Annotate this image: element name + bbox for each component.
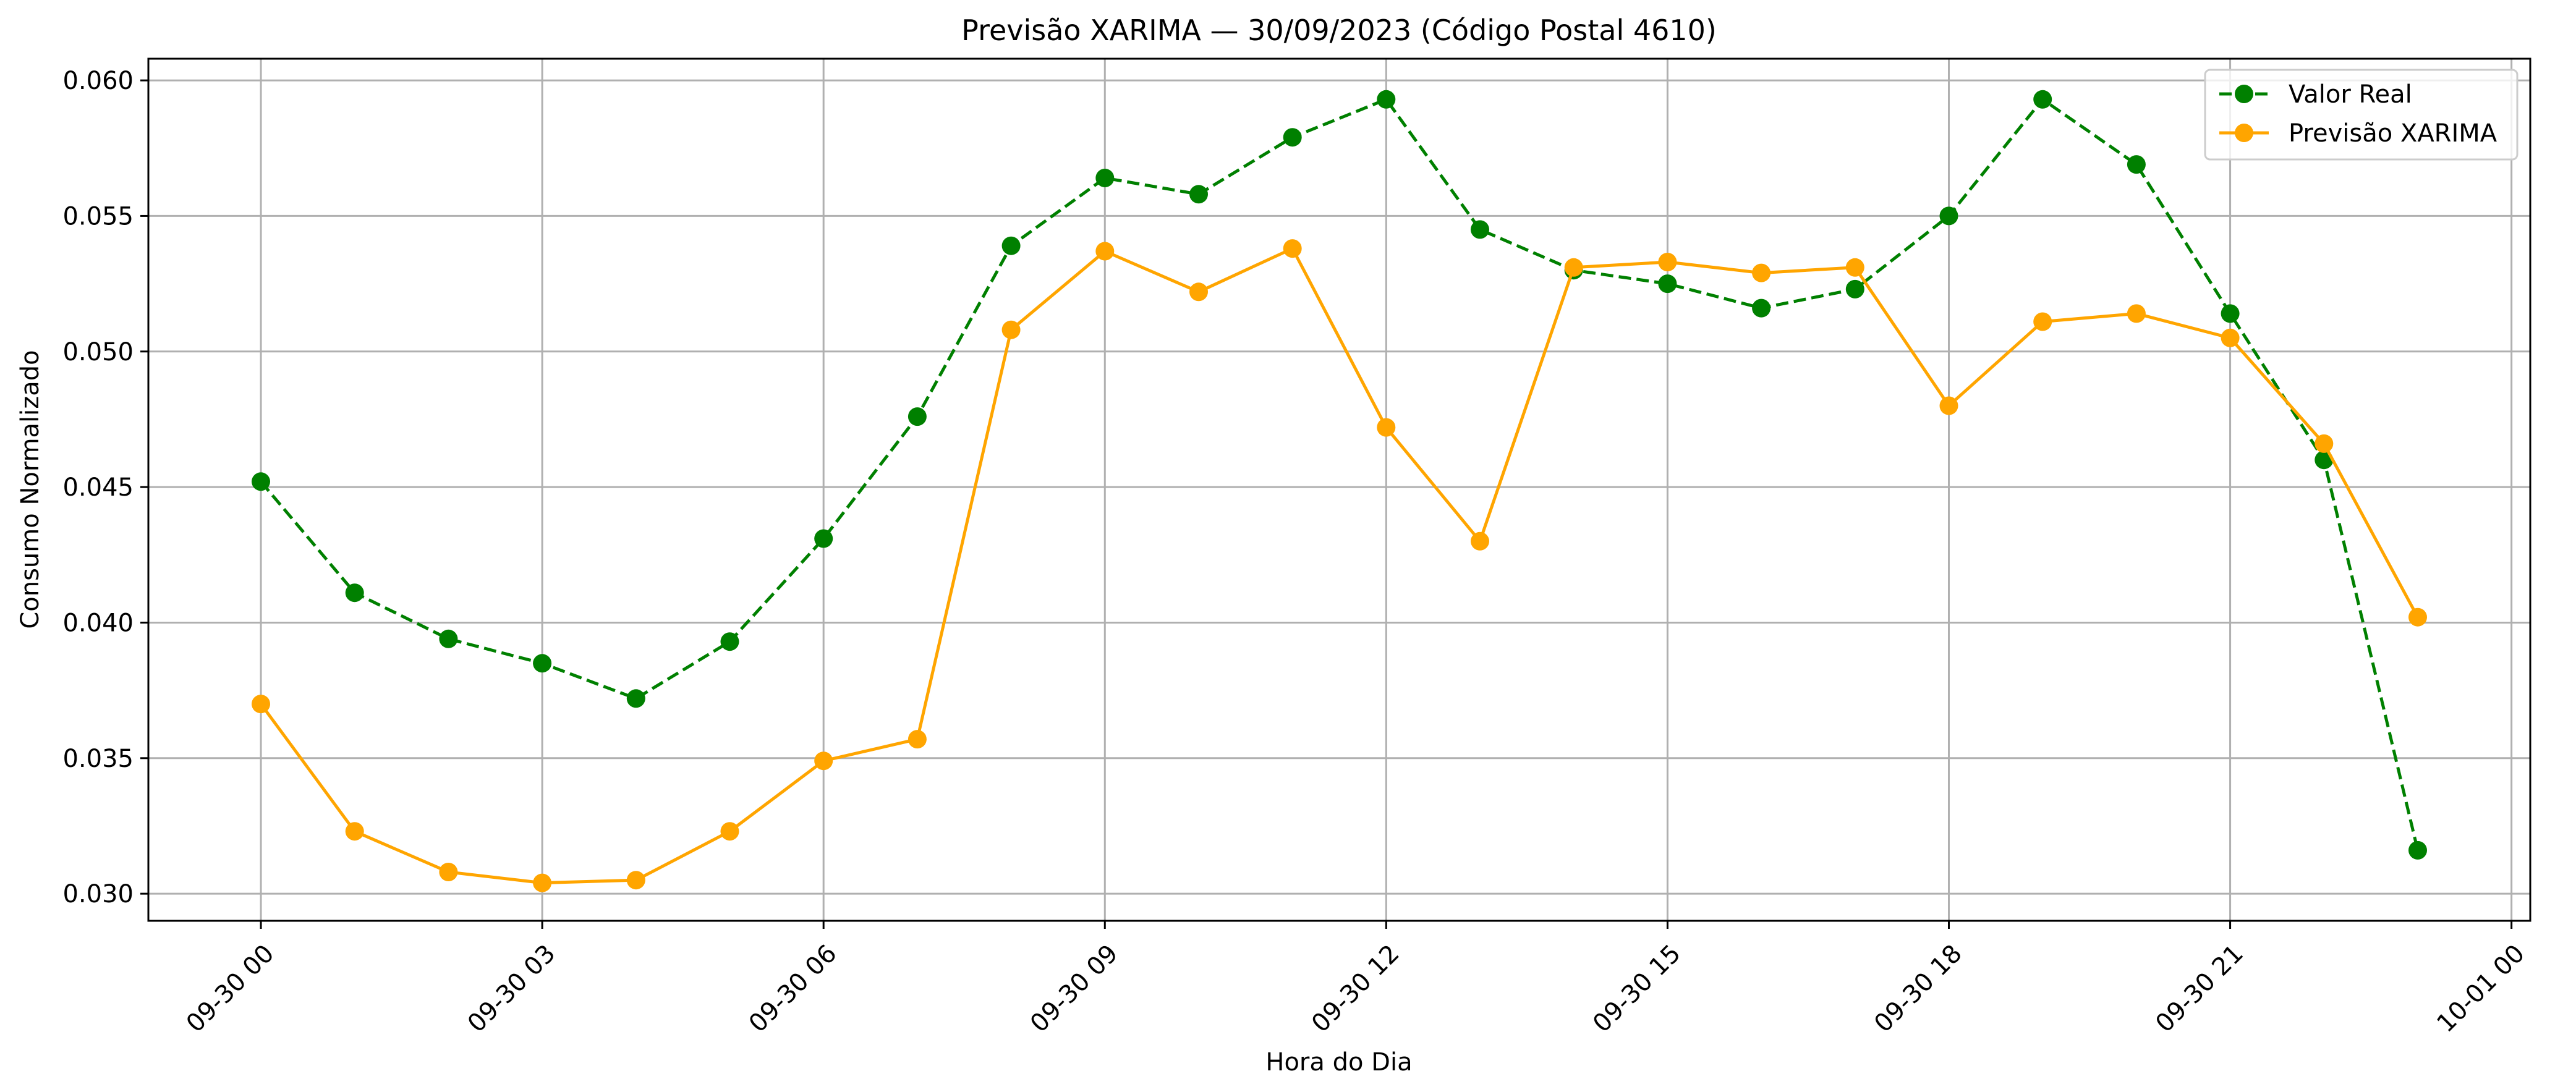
legend-marker-valor-real <box>2235 85 2253 103</box>
data-point-previsao-xarima <box>908 730 927 749</box>
data-point-previsao-xarima <box>345 822 364 841</box>
data-point-previsao-xarima <box>252 695 270 714</box>
data-point-valor-real <box>2033 90 2052 109</box>
data-point-previsao-xarima <box>2033 312 2052 331</box>
chart-title: Previsão XARIMA — 30/09/2023 (Código Pos… <box>961 14 1717 47</box>
plot-frame <box>147 57 2531 922</box>
data-point-valor-real <box>345 583 364 603</box>
data-point-previsao-xarima <box>1658 253 1677 271</box>
data-point-previsao-xarima <box>1283 239 1302 258</box>
y-tick-label: 0.060 <box>62 67 134 95</box>
data-point-valor-real <box>814 529 833 548</box>
data-point-valor-real <box>1001 236 1021 255</box>
data-point-valor-real <box>439 629 458 648</box>
data-point-previsao-xarima <box>1095 242 1115 261</box>
legend-marker-previsao-xarima <box>2235 124 2253 142</box>
series-line-valor-real <box>260 98 2420 851</box>
y-axis-label: Consumo Normalizado <box>16 350 45 629</box>
data-point-previsao-xarima <box>2127 304 2146 323</box>
x-axis-label: Hora do Dia <box>1265 1048 1412 1077</box>
data-point-valor-real <box>1189 185 1208 204</box>
data-point-valor-real <box>2127 155 2146 174</box>
data-point-previsao-xarima <box>1471 531 1489 551</box>
legend-label-previsao-xarima: Previsão XARIMA <box>2289 119 2497 148</box>
data-point-previsao-xarima <box>1377 418 1396 437</box>
data-point-valor-real <box>1471 220 1489 239</box>
series-valor-real <box>252 90 2427 860</box>
data-point-previsao-xarima <box>1001 320 1021 339</box>
y-tick-label: 0.035 <box>62 745 134 773</box>
data-point-previsao-xarima <box>2315 434 2334 453</box>
data-point-valor-real <box>626 689 645 708</box>
data-point-valor-real <box>1377 90 1396 109</box>
data-point-valor-real <box>1752 298 1771 318</box>
data-point-valor-real <box>1845 279 1864 298</box>
series-previsao-xarima <box>252 239 2427 892</box>
data-point-previsao-xarima <box>2408 607 2427 627</box>
data-point-previsao-xarima <box>1752 263 1771 282</box>
data-point-valor-real <box>1283 128 1302 147</box>
data-point-valor-real <box>1095 169 1115 187</box>
series-line-previsao-xarima <box>259 247 2420 885</box>
data-point-valor-real <box>1939 206 1958 226</box>
data-point-previsao-xarima <box>2221 328 2240 347</box>
data-point-previsao-xarima <box>439 863 458 881</box>
data-point-valor-real <box>252 472 270 491</box>
legend-label-valor-real: Valor Real <box>2289 80 2412 109</box>
data-point-valor-real <box>2408 840 2427 860</box>
data-point-valor-real <box>2221 304 2240 323</box>
data-point-previsao-xarima <box>1939 396 1958 415</box>
y-tick-label: 0.050 <box>62 338 134 366</box>
data-point-valor-real <box>1658 274 1677 294</box>
data-point-previsao-xarima <box>720 822 739 841</box>
legend-box <box>2204 69 2519 161</box>
data-point-valor-real <box>720 632 739 651</box>
y-tick-label: 0.045 <box>62 473 134 502</box>
data-point-previsao-xarima <box>533 873 552 892</box>
data-point-previsao-xarima <box>1189 282 1208 302</box>
legend: Valor Real Previsão XARIMA <box>2204 69 2519 161</box>
data-point-previsao-xarima <box>814 751 833 771</box>
data-point-previsao-xarima <box>1845 258 1864 277</box>
data-point-valor-real <box>533 654 552 673</box>
data-point-valor-real <box>908 407 927 426</box>
data-point-previsao-xarima <box>1564 258 1583 277</box>
data-point-previsao-xarima <box>626 871 645 890</box>
y-tick-label: 0.055 <box>62 202 134 231</box>
y-tick-label: 0.040 <box>62 609 134 637</box>
y-tick-label: 0.030 <box>62 880 134 908</box>
